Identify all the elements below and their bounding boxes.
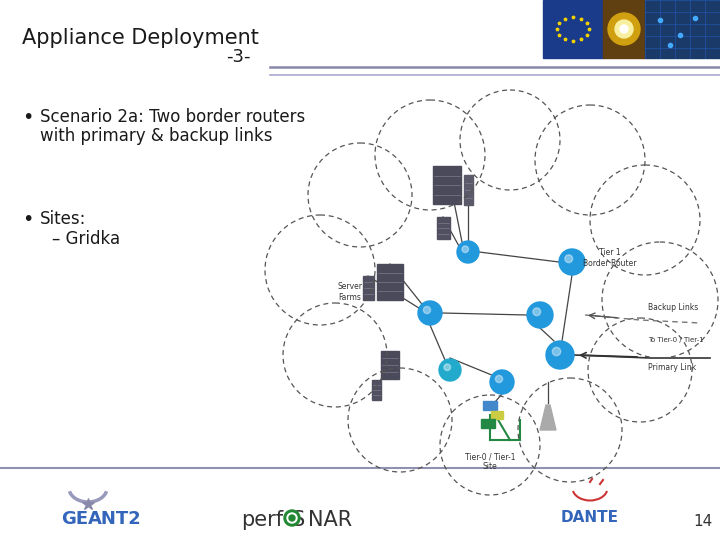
Circle shape (608, 13, 640, 45)
Text: with primary & backup links: with primary & backup links (40, 127, 272, 145)
Text: Tier 1
Border Router: Tier 1 Border Router (583, 248, 636, 268)
Circle shape (265, 215, 375, 325)
Bar (481, 418, 495, 428)
Circle shape (518, 378, 622, 482)
Circle shape (615, 20, 633, 38)
Circle shape (620, 25, 628, 33)
Circle shape (495, 375, 503, 383)
Text: Server
Farms: Server Farms (338, 282, 362, 302)
Bar (362, 276, 374, 300)
Circle shape (308, 143, 412, 247)
Circle shape (375, 100, 485, 210)
Circle shape (552, 347, 561, 356)
Circle shape (444, 364, 451, 370)
Bar (433, 166, 461, 204)
Text: Primary Link: Primary Link (648, 363, 696, 373)
Text: Appliance Deployment: Appliance Deployment (22, 28, 259, 48)
Text: GE: GE (61, 510, 88, 528)
Text: 14: 14 (693, 515, 713, 530)
Circle shape (439, 359, 461, 381)
Bar (603, 0, 645, 58)
Polygon shape (540, 405, 556, 430)
Circle shape (559, 249, 585, 275)
Text: Backup Links: Backup Links (648, 303, 698, 313)
Bar (372, 380, 380, 400)
Text: S: S (292, 510, 305, 530)
Bar (464, 175, 472, 205)
Circle shape (490, 370, 514, 394)
Text: -3-: -3- (226, 48, 251, 66)
Bar (381, 351, 399, 379)
Circle shape (440, 395, 540, 495)
Bar (645, 0, 720, 58)
Circle shape (535, 105, 645, 215)
Text: Sites:: Sites: (40, 210, 86, 228)
Circle shape (289, 515, 295, 521)
Circle shape (284, 510, 300, 526)
Circle shape (418, 301, 442, 325)
Circle shape (423, 306, 431, 314)
Circle shape (460, 90, 560, 190)
Bar (436, 217, 449, 239)
Circle shape (527, 302, 553, 328)
Circle shape (283, 303, 387, 407)
Bar (543, 0, 603, 58)
Circle shape (602, 242, 718, 358)
Text: To Tier-0 / Tier-1: To Tier-0 / Tier-1 (648, 337, 703, 343)
Circle shape (457, 241, 479, 263)
Bar (491, 411, 503, 419)
Text: NAR: NAR (308, 510, 352, 530)
Text: Scenario 2a: Two border routers: Scenario 2a: Two border routers (40, 108, 305, 126)
Text: •: • (22, 210, 33, 229)
Circle shape (588, 318, 692, 422)
Circle shape (287, 513, 297, 523)
Circle shape (565, 255, 572, 262)
Bar (483, 401, 497, 409)
Text: DANTE: DANTE (561, 510, 619, 525)
Ellipse shape (313, 150, 703, 450)
Text: •: • (22, 108, 33, 127)
Bar (377, 264, 403, 300)
Circle shape (462, 246, 469, 253)
Text: ANT2: ANT2 (88, 510, 142, 528)
Circle shape (546, 341, 574, 369)
Text: – Gridka: – Gridka (52, 230, 120, 248)
Circle shape (590, 165, 700, 275)
Text: perf: perf (241, 510, 283, 530)
Circle shape (348, 368, 452, 472)
Circle shape (533, 308, 541, 316)
Text: Tier-0 / Tier-1
Site: Tier-0 / Tier-1 Site (464, 452, 516, 471)
